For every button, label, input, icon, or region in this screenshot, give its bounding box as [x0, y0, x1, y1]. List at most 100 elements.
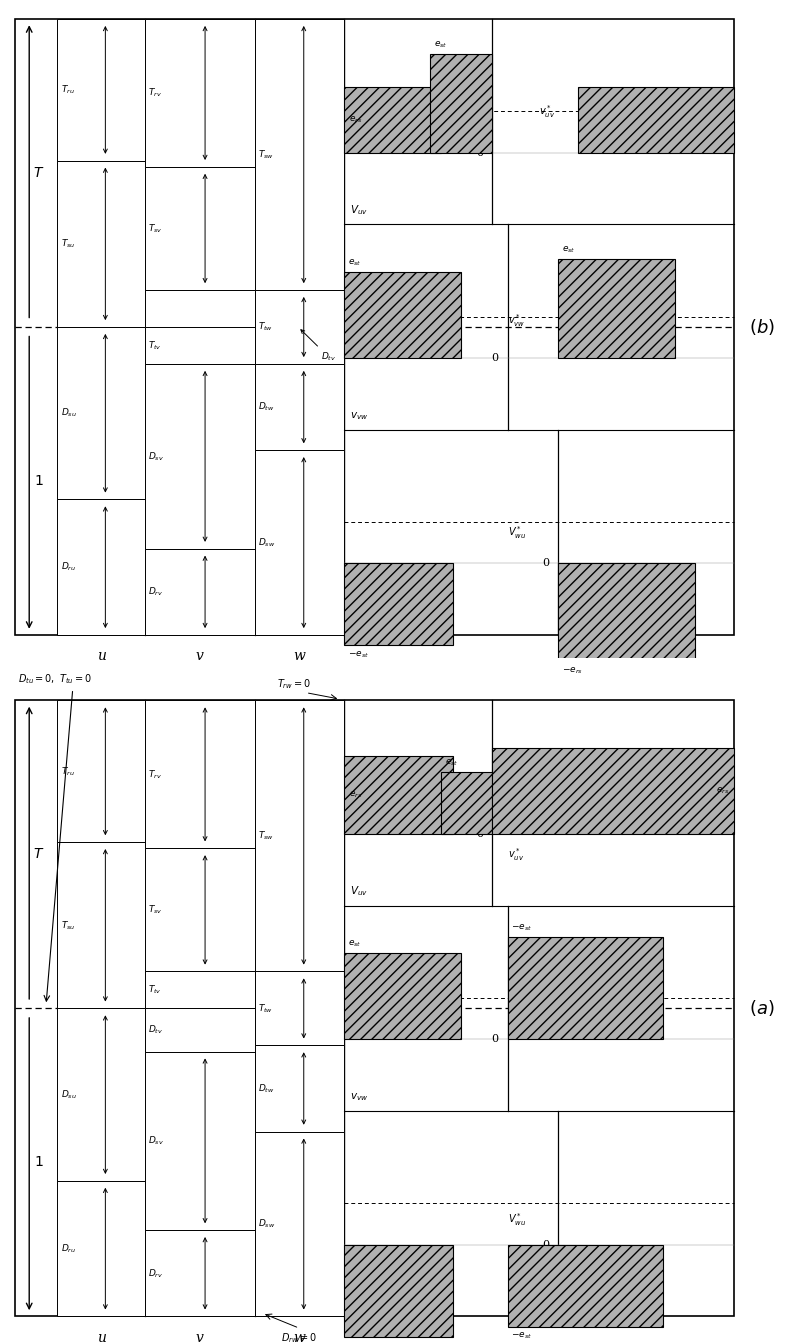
- Text: $e_{st}$: $e_{st}$: [348, 938, 362, 949]
- Text: $T_{rv}$: $T_{rv}$: [147, 87, 162, 99]
- Text: $v^*_{uv}$: $v^*_{uv}$: [539, 103, 555, 119]
- Text: $-e_{st}$: $-e_{st}$: [511, 1330, 533, 1341]
- Text: 0: 0: [476, 829, 483, 839]
- Bar: [145, 549, 254, 635]
- Text: $-e_{rs}$: $-e_{rs}$: [562, 666, 583, 676]
- Text: $D_{rv}$: $D_{rv}$: [147, 1267, 163, 1279]
- Bar: [254, 290, 344, 364]
- Text: v: v: [196, 650, 203, 663]
- Text: u: u: [97, 650, 106, 663]
- Bar: [558, 259, 675, 358]
- Text: $V_{uv}$: $V_{uv}$: [350, 203, 368, 216]
- Text: $T_{tw}$: $T_{tw}$: [258, 1002, 273, 1015]
- Bar: [58, 499, 145, 635]
- Text: $(b)$: $(b)$: [749, 317, 775, 337]
- Text: $1$: $1$: [34, 1155, 43, 1169]
- Text: w: w: [294, 1331, 306, 1342]
- Text: $V^*_{wu}$: $V^*_{wu}$: [508, 523, 526, 541]
- Text: $v^*_{vw}$: $v^*_{vw}$: [508, 994, 525, 1011]
- Text: $T_{tv}$: $T_{tv}$: [147, 984, 162, 996]
- Bar: [58, 327, 145, 499]
- Text: $D_{ru}$: $D_{ru}$: [61, 561, 76, 573]
- Text: $V^*_{wu}$: $V^*_{wu}$: [508, 1212, 526, 1228]
- Text: $-e_{st}$: $-e_{st}$: [348, 650, 369, 660]
- Text: 0: 0: [491, 1035, 498, 1044]
- Text: 0: 0: [491, 353, 498, 362]
- Text: $e_{st}$: $e_{st}$: [434, 39, 447, 50]
- Bar: [254, 972, 344, 1045]
- Text: $D_{sv}$: $D_{sv}$: [147, 450, 164, 463]
- Text: $D_{sw}$: $D_{sw}$: [258, 1217, 275, 1231]
- Text: $D_{tv}$: $D_{tv}$: [147, 1024, 163, 1036]
- Bar: [558, 564, 694, 662]
- Text: $T$: $T$: [33, 166, 44, 180]
- Bar: [508, 937, 663, 1039]
- Bar: [442, 773, 492, 833]
- Text: $v^*_{uv}$: $v^*_{uv}$: [508, 845, 524, 863]
- Text: $D_{tw}$: $D_{tw}$: [258, 1082, 274, 1095]
- Bar: [344, 756, 453, 833]
- Text: $e_{rs}$: $e_{rs}$: [716, 785, 729, 796]
- Text: 0: 0: [476, 148, 483, 157]
- Bar: [254, 450, 344, 635]
- Text: $v_{vw}$: $v_{vw}$: [350, 1091, 369, 1103]
- Text: $V_{uv}$: $V_{uv}$: [350, 884, 368, 898]
- Bar: [430, 54, 492, 153]
- Bar: [344, 271, 461, 358]
- Bar: [254, 1045, 344, 1131]
- Text: u: u: [97, 1331, 106, 1342]
- Bar: [492, 747, 734, 833]
- Text: $T_{sv}$: $T_{sv}$: [147, 223, 162, 235]
- Bar: [145, 19, 254, 166]
- Text: $e_{st}$: $e_{st}$: [348, 258, 362, 267]
- Text: $D_{tv}$: $D_{tv}$: [301, 330, 336, 364]
- Bar: [58, 1181, 145, 1317]
- Text: $D_{sw}$: $D_{sw}$: [258, 537, 275, 549]
- Bar: [254, 364, 344, 450]
- Bar: [145, 1052, 254, 1231]
- Text: $T_{ru}$: $T_{ru}$: [61, 83, 74, 97]
- Text: $v_{vw}$: $v_{vw}$: [350, 411, 369, 421]
- Bar: [145, 701, 254, 848]
- Text: $D_{tw}$: $D_{tw}$: [258, 401, 274, 413]
- Bar: [145, 848, 254, 972]
- Bar: [344, 564, 453, 646]
- Text: $(a)$: $(a)$: [749, 998, 774, 1019]
- Text: $T_{ru}$: $T_{ru}$: [61, 765, 74, 777]
- Bar: [145, 364, 254, 549]
- Text: $-e_{st}$: $-e_{st}$: [511, 922, 533, 933]
- Text: $1$: $1$: [34, 474, 43, 488]
- Text: v: v: [196, 1331, 203, 1342]
- Text: $D_{tu}=0,\ T_{tu}=0$: $D_{tu}=0,\ T_{tu}=0$: [18, 672, 92, 686]
- Bar: [145, 166, 254, 290]
- Text: $T_{rv}$: $T_{rv}$: [147, 768, 162, 781]
- Text: $e_{st}$: $e_{st}$: [562, 244, 576, 255]
- Bar: [254, 1131, 344, 1317]
- Text: w: w: [294, 650, 306, 663]
- Text: $T_{su}$: $T_{su}$: [61, 919, 75, 931]
- Text: $v^*_{vw}$: $v^*_{vw}$: [508, 313, 525, 329]
- Text: $D_{sv}$: $D_{sv}$: [147, 1134, 164, 1147]
- Bar: [145, 290, 254, 327]
- Text: $D_{su}$: $D_{su}$: [61, 1088, 77, 1100]
- Bar: [58, 1008, 145, 1181]
- Text: $D_{su}$: $D_{su}$: [61, 407, 77, 420]
- Text: $V_{wu}$: $V_{wu}$: [350, 1295, 370, 1308]
- Text: $D_{ru}$: $D_{ru}$: [61, 1243, 76, 1255]
- Bar: [145, 972, 254, 1008]
- Text: 0: 0: [542, 1240, 549, 1249]
- Text: $T_{tv}$: $T_{tv}$: [147, 340, 162, 352]
- Text: $V_{wu}$: $V_{wu}$: [350, 613, 370, 627]
- Bar: [145, 1008, 254, 1052]
- Text: $T_{su}$: $T_{su}$: [61, 238, 75, 250]
- Bar: [344, 953, 461, 1039]
- Text: $D_{rw}=0$: $D_{rw}=0$: [282, 1331, 317, 1342]
- Text: $T$: $T$: [33, 847, 44, 862]
- Bar: [254, 19, 344, 290]
- Bar: [344, 87, 442, 153]
- Bar: [578, 87, 734, 153]
- Text: 0: 0: [542, 558, 549, 568]
- Text: $T_{sw}$: $T_{sw}$: [258, 829, 274, 843]
- Text: $T_{sv}$: $T_{sv}$: [147, 903, 162, 917]
- Bar: [145, 1231, 254, 1317]
